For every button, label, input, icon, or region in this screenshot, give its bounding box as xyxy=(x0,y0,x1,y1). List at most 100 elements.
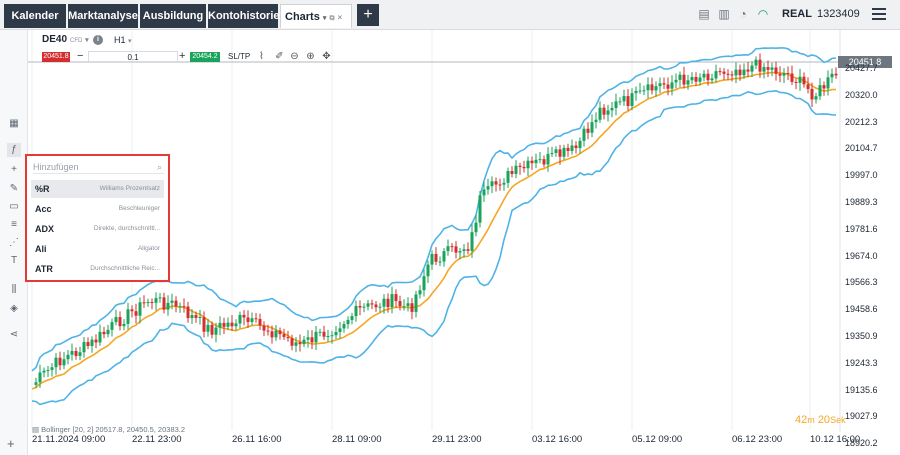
y-tick-label: 19997.0 xyxy=(845,170,878,181)
indicator-search-input[interactable]: Hinzufügen ⌕ xyxy=(33,160,164,174)
sltp-button[interactable]: SL/TP xyxy=(228,52,251,61)
draw-icon[interactable]: ✐ xyxy=(275,51,284,62)
account-info[interactable]: REAL 1323409 xyxy=(782,8,860,20)
candle-body xyxy=(786,73,790,75)
candle-body xyxy=(174,300,178,307)
candle-body xyxy=(334,331,338,336)
candle-body xyxy=(238,314,242,324)
info-icon[interactable]: i xyxy=(93,35,103,45)
indicator-item[interactable]: Ali Aligator xyxy=(31,240,164,258)
instrument-symbol[interactable]: DE40 CFD ▾ xyxy=(42,34,89,45)
move-icon[interactable]: ✥ xyxy=(322,51,331,62)
candle-body xyxy=(42,370,46,373)
menu-icon[interactable] xyxy=(872,8,886,20)
indicator-item[interactable]: %R Williams Prozentsatz xyxy=(31,180,164,198)
line-chart-icon[interactable]: ⌇ xyxy=(259,51,264,62)
pattern-icon[interactable]: ⋰ xyxy=(9,237,19,248)
candle-body xyxy=(438,261,442,263)
candle-body xyxy=(558,149,562,157)
timer-seconds-unit: Sek xyxy=(830,415,846,425)
candle-body xyxy=(734,69,738,76)
candle-body xyxy=(234,323,238,327)
candle-body xyxy=(794,81,798,83)
candle-body xyxy=(298,342,302,345)
timeframe-value: H1 xyxy=(114,35,126,45)
candle-body xyxy=(366,303,370,307)
candle-body xyxy=(382,298,386,307)
zoom-out-icon[interactable]: ⊖ xyxy=(290,51,299,62)
current-price-tag: 20451.8 xyxy=(838,56,892,68)
candle-body xyxy=(570,145,574,151)
candle-body xyxy=(218,322,222,328)
candle-body xyxy=(86,342,90,346)
tab-kontohistorie[interactable]: Kontohistorie xyxy=(208,4,280,28)
grid-icon[interactable]: ▦ xyxy=(9,118,19,129)
function-icon[interactable]: ƒ xyxy=(7,143,21,157)
quantity-input[interactable]: 0.1 xyxy=(88,51,178,63)
sell-button[interactable]: 20451.8 xyxy=(42,52,70,62)
share-icon[interactable]: ⋖ xyxy=(9,329,19,340)
y-tick-label: 19889.3 xyxy=(845,197,878,207)
candle-body xyxy=(802,76,806,85)
legend-icon: ▤ xyxy=(32,425,42,434)
candle-body xyxy=(154,298,158,303)
candle-body xyxy=(750,65,754,72)
candle-timer: 42m 20Sek xyxy=(795,414,846,426)
timeframe-select[interactable]: H1 ▾ xyxy=(114,35,132,45)
candle-body xyxy=(122,323,126,327)
indicator-code: Acc xyxy=(35,204,52,214)
instrument-type: CFD xyxy=(70,38,83,44)
fibonacci-icon[interactable]: ≡ xyxy=(11,219,17,230)
increase-quantity-button[interactable]: + xyxy=(179,50,186,62)
candle-body xyxy=(450,246,454,248)
decrease-quantity-button[interactable]: − xyxy=(77,50,84,62)
add-tab-button[interactable]: + xyxy=(357,4,379,26)
candle-body xyxy=(262,325,266,331)
layout-icon[interactable]: ▤ xyxy=(698,7,710,21)
add-panel-button[interactable]: + xyxy=(7,436,15,451)
candle-body xyxy=(510,171,514,174)
candle-body xyxy=(534,159,538,164)
candle-body xyxy=(214,327,218,335)
close-icon[interactable]: × xyxy=(337,13,343,22)
tab-marktanalyse[interactable]: Marktanalyse xyxy=(68,4,138,28)
indicator-item[interactable]: Acc Beschleuniger xyxy=(31,200,164,218)
popout-icon[interactable]: ⧉ xyxy=(329,15,335,22)
candle-body xyxy=(102,331,106,335)
indicator-desc: Direkte, durchschnittl... xyxy=(93,225,160,232)
tab-charts[interactable]: Charts ▾ ⧉ × xyxy=(280,4,352,28)
chevron-down-icon[interactable]: ▾ xyxy=(85,37,89,44)
text-icon[interactable]: T xyxy=(10,255,18,266)
candle-body xyxy=(578,140,582,149)
tab-kalender[interactable]: Kalender xyxy=(4,4,66,28)
tab-ausbildung[interactable]: Ausbildung xyxy=(140,4,206,28)
candle-body xyxy=(242,314,246,318)
crosshair-icon[interactable]: + xyxy=(11,164,17,175)
layers-icon[interactable]: ◈ xyxy=(10,303,18,314)
candle-body xyxy=(306,337,310,340)
indicator-item[interactable]: ATR Durchschnittliche Reic... xyxy=(31,260,164,278)
candle-body xyxy=(278,330,282,335)
bell-icon[interactable]: ◔ xyxy=(739,7,747,21)
candle-body xyxy=(746,69,750,72)
candle-body xyxy=(150,302,154,304)
buy-button[interactable]: 20454.2 xyxy=(190,52,220,62)
chart-type-icon[interactable]: ⫼ xyxy=(11,284,17,295)
candle-body xyxy=(790,73,794,82)
chevron-down-icon[interactable]: ▾ xyxy=(322,15,327,22)
x-tick-label: 26.11 16:00 xyxy=(232,434,282,445)
pencil-icon[interactable]: ✎ xyxy=(9,183,19,194)
candle-body xyxy=(694,76,698,82)
indicator-item[interactable]: ADX Direkte, durchschnittl... xyxy=(31,220,164,238)
candle-body xyxy=(650,84,654,91)
rectangle-icon[interactable]: ▭ xyxy=(9,201,19,212)
candle-body xyxy=(594,119,598,123)
candle-body xyxy=(662,83,666,85)
indicator-legend[interactable]: ▤ Bollinger [20, 2] 20517.8, 20450.5, 20… xyxy=(32,425,185,434)
sound-icon[interactable]: ▥ xyxy=(718,7,730,21)
candle-body xyxy=(586,128,590,133)
candle-body xyxy=(742,69,746,76)
candle-body xyxy=(562,147,566,157)
candle-body xyxy=(710,78,714,81)
zoom-in-icon[interactable]: ⊕ xyxy=(306,51,315,62)
